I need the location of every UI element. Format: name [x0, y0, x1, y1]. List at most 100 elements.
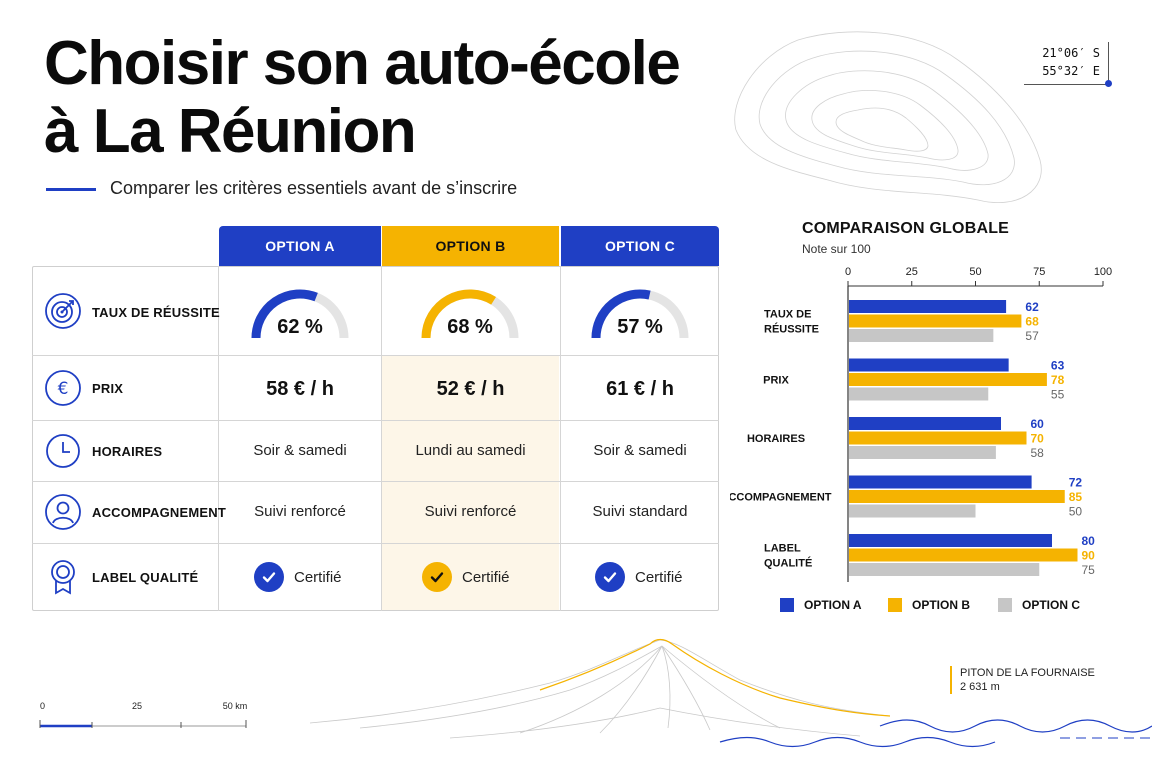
legend-label-option-b: OPTION B [912, 598, 971, 612]
chart-title: COMPARAISON GLOBALE [802, 220, 1010, 237]
table-divider [560, 266, 561, 611]
row-label-schedule: HORAIRES [92, 444, 163, 459]
success-value-option-b: 68 % [447, 316, 493, 338]
table-divider [32, 355, 719, 356]
schedule-option-c: Soir & samedi [593, 442, 687, 459]
bar-value-label: 50 [1069, 505, 1083, 519]
bar-value-label: 63 [1051, 359, 1065, 373]
check-icon [254, 562, 284, 592]
user-icon [45, 494, 81, 530]
legend-item-option-c: OPTION C [998, 598, 1080, 612]
quality-option-a: Certifié [254, 562, 342, 592]
page-subtitle: Comparer les critères essentiels avant d… [110, 178, 518, 198]
target-icon [45, 293, 81, 329]
table-divider [218, 266, 219, 611]
bar-value-label: 70 [1031, 432, 1045, 446]
legend-item-option-b: OPTION B [888, 598, 970, 612]
x-tick-label: 50 [969, 266, 981, 278]
category-label: HORAIRES [747, 433, 805, 445]
bar [849, 563, 1040, 576]
peak-name: PITON DE LA FOURNAISE [960, 667, 1095, 679]
row-label-success-rate: TAUX DE RÉUSSITE [92, 305, 220, 320]
quality-option-b: Certifié [422, 562, 510, 592]
check-icon [422, 562, 452, 592]
title-line-2: à La Réunion [44, 97, 417, 166]
bar [849, 548, 1078, 562]
bar [849, 534, 1052, 547]
bar [849, 431, 1027, 445]
support-option-b: Suivi renforcé [424, 503, 517, 520]
x-tick-label: 25 [906, 266, 918, 278]
scale-label-25: 25 [132, 701, 142, 711]
peak-label: PITON DE LA FOURNAISE 2 631 m [950, 666, 1095, 694]
volcano-illustration [309, 638, 1152, 748]
scale-label-50: 50 km [223, 701, 248, 711]
bar [849, 314, 1022, 328]
column-header-option-a: OPTION A [219, 226, 381, 266]
bar [849, 475, 1032, 489]
euro-icon: € [45, 370, 81, 406]
success-value-option-c: 57 % [617, 316, 663, 338]
bar [849, 490, 1065, 503]
coord-vertical-rule [1108, 42, 1109, 84]
success-gauge-option-a [251, 289, 349, 339]
row-label-support: ACCOMPAGNEMENT [92, 505, 226, 520]
gauge-fill [591, 289, 651, 339]
bar [849, 358, 1009, 372]
bar-value-label: 72 [1069, 476, 1083, 490]
bar [849, 387, 989, 401]
bar-value-label: 68 [1025, 315, 1039, 329]
bar [849, 329, 994, 342]
table-divider [32, 420, 719, 421]
subtitle-rule [46, 188, 96, 191]
island-contour-icon [734, 31, 1042, 203]
success-gauge-option-b [421, 289, 519, 339]
legend-swatch-option-b [888, 598, 902, 612]
price-option-c: 61 € / h [606, 378, 674, 400]
category-label: PRIX [763, 375, 789, 387]
chart-subtitle: Note sur 100 [802, 242, 871, 256]
legend-label-option-c: OPTION C [1022, 598, 1081, 612]
scale-label-0: 0 [40, 701, 45, 711]
category-label: ACCOMPAGNEMENT [730, 492, 832, 504]
category-label: LABEL QUALITÉ [764, 543, 812, 570]
coord-marker [1105, 80, 1112, 87]
quality-label-option-c: Certifié [635, 568, 683, 586]
bar-value-label: 62 [1025, 300, 1039, 314]
legend-swatch-option-c [998, 598, 1012, 612]
check-icon [595, 562, 625, 592]
coord-lon: 55°32′ E [1042, 64, 1100, 78]
peak-altitude: 2 631 m [960, 681, 1000, 693]
map-scale-bar: 0 25 50 km [39, 701, 248, 728]
legend-label-option-a: OPTION A [804, 598, 862, 612]
quality-label-option-b: Certifié [462, 568, 510, 586]
comparison-table [32, 266, 719, 611]
support-option-c: Suivi standard [592, 503, 688, 520]
bar [849, 417, 1001, 430]
title-line-1: Choisir son auto-école [44, 29, 681, 98]
bar-value-label: 80 [1082, 534, 1096, 548]
bar-value-label: 57 [1025, 329, 1039, 343]
coord-lat: 21°06′ S [1042, 46, 1100, 60]
bar [849, 504, 976, 518]
bar-value-label: 58 [1031, 446, 1045, 460]
column-header-option-c: OPTION C [561, 226, 719, 266]
support-option-a: Suivi renforcé [254, 503, 346, 520]
price-option-a: 58 € / h [266, 378, 334, 400]
bar [849, 373, 1047, 386]
legend-item-option-a: OPTION A [780, 598, 862, 612]
x-tick-label: 0 [845, 266, 851, 278]
quality-option-c: Certifié [595, 562, 683, 592]
award-icon [51, 560, 75, 595]
schedule-option-a: Soir & samedi [253, 442, 347, 459]
gauge-fill [251, 289, 318, 339]
bar-value-label: 78 [1051, 373, 1065, 387]
bar [849, 300, 1007, 313]
svg-text:€: € [58, 379, 69, 399]
column-header-option-b: OPTION B [382, 226, 559, 266]
coord-horizontal-rule [1024, 84, 1110, 85]
table-divider [381, 266, 382, 611]
schedule-option-b: Lundi au samedi [415, 442, 526, 459]
coordinates: 21°06′ S 55°32′ E [1030, 44, 1100, 80]
